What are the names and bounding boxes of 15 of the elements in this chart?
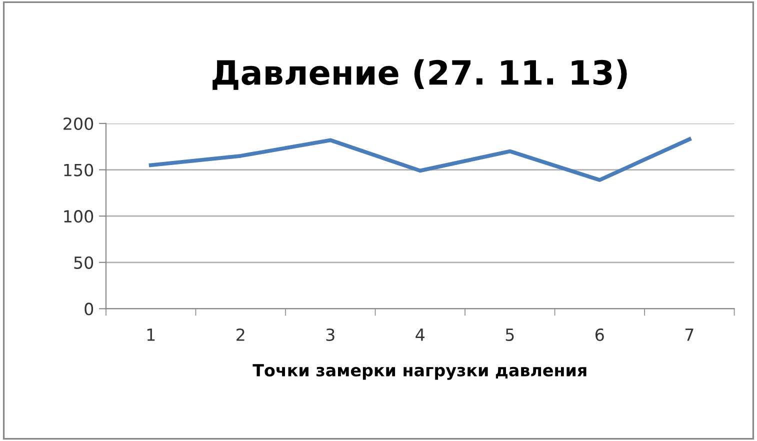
x-axis-title: Точки замерки нагрузки давления	[252, 364, 586, 380]
y-tick-label: 150	[64, 164, 94, 176]
line-series	[148, 137, 692, 182]
y-tick-label: 100	[64, 210, 94, 223]
x-tick-label: 3	[326, 328, 334, 342]
x-tick-label: 6	[596, 328, 604, 342]
x-tick-label: 4	[416, 328, 424, 341]
x-tick-label: 2	[236, 328, 244, 341]
y-tick-label: 200	[64, 117, 94, 130]
y-tick-label: 50	[74, 256, 94, 269]
x-tick-label: 1	[147, 328, 155, 341]
y-tick-label: 0	[84, 302, 94, 316]
x-tick-label: 5	[506, 328, 514, 342]
chart-title: Давление (27. 11. 13)	[212, 59, 627, 90]
x-tick-label: 7	[685, 328, 694, 341]
